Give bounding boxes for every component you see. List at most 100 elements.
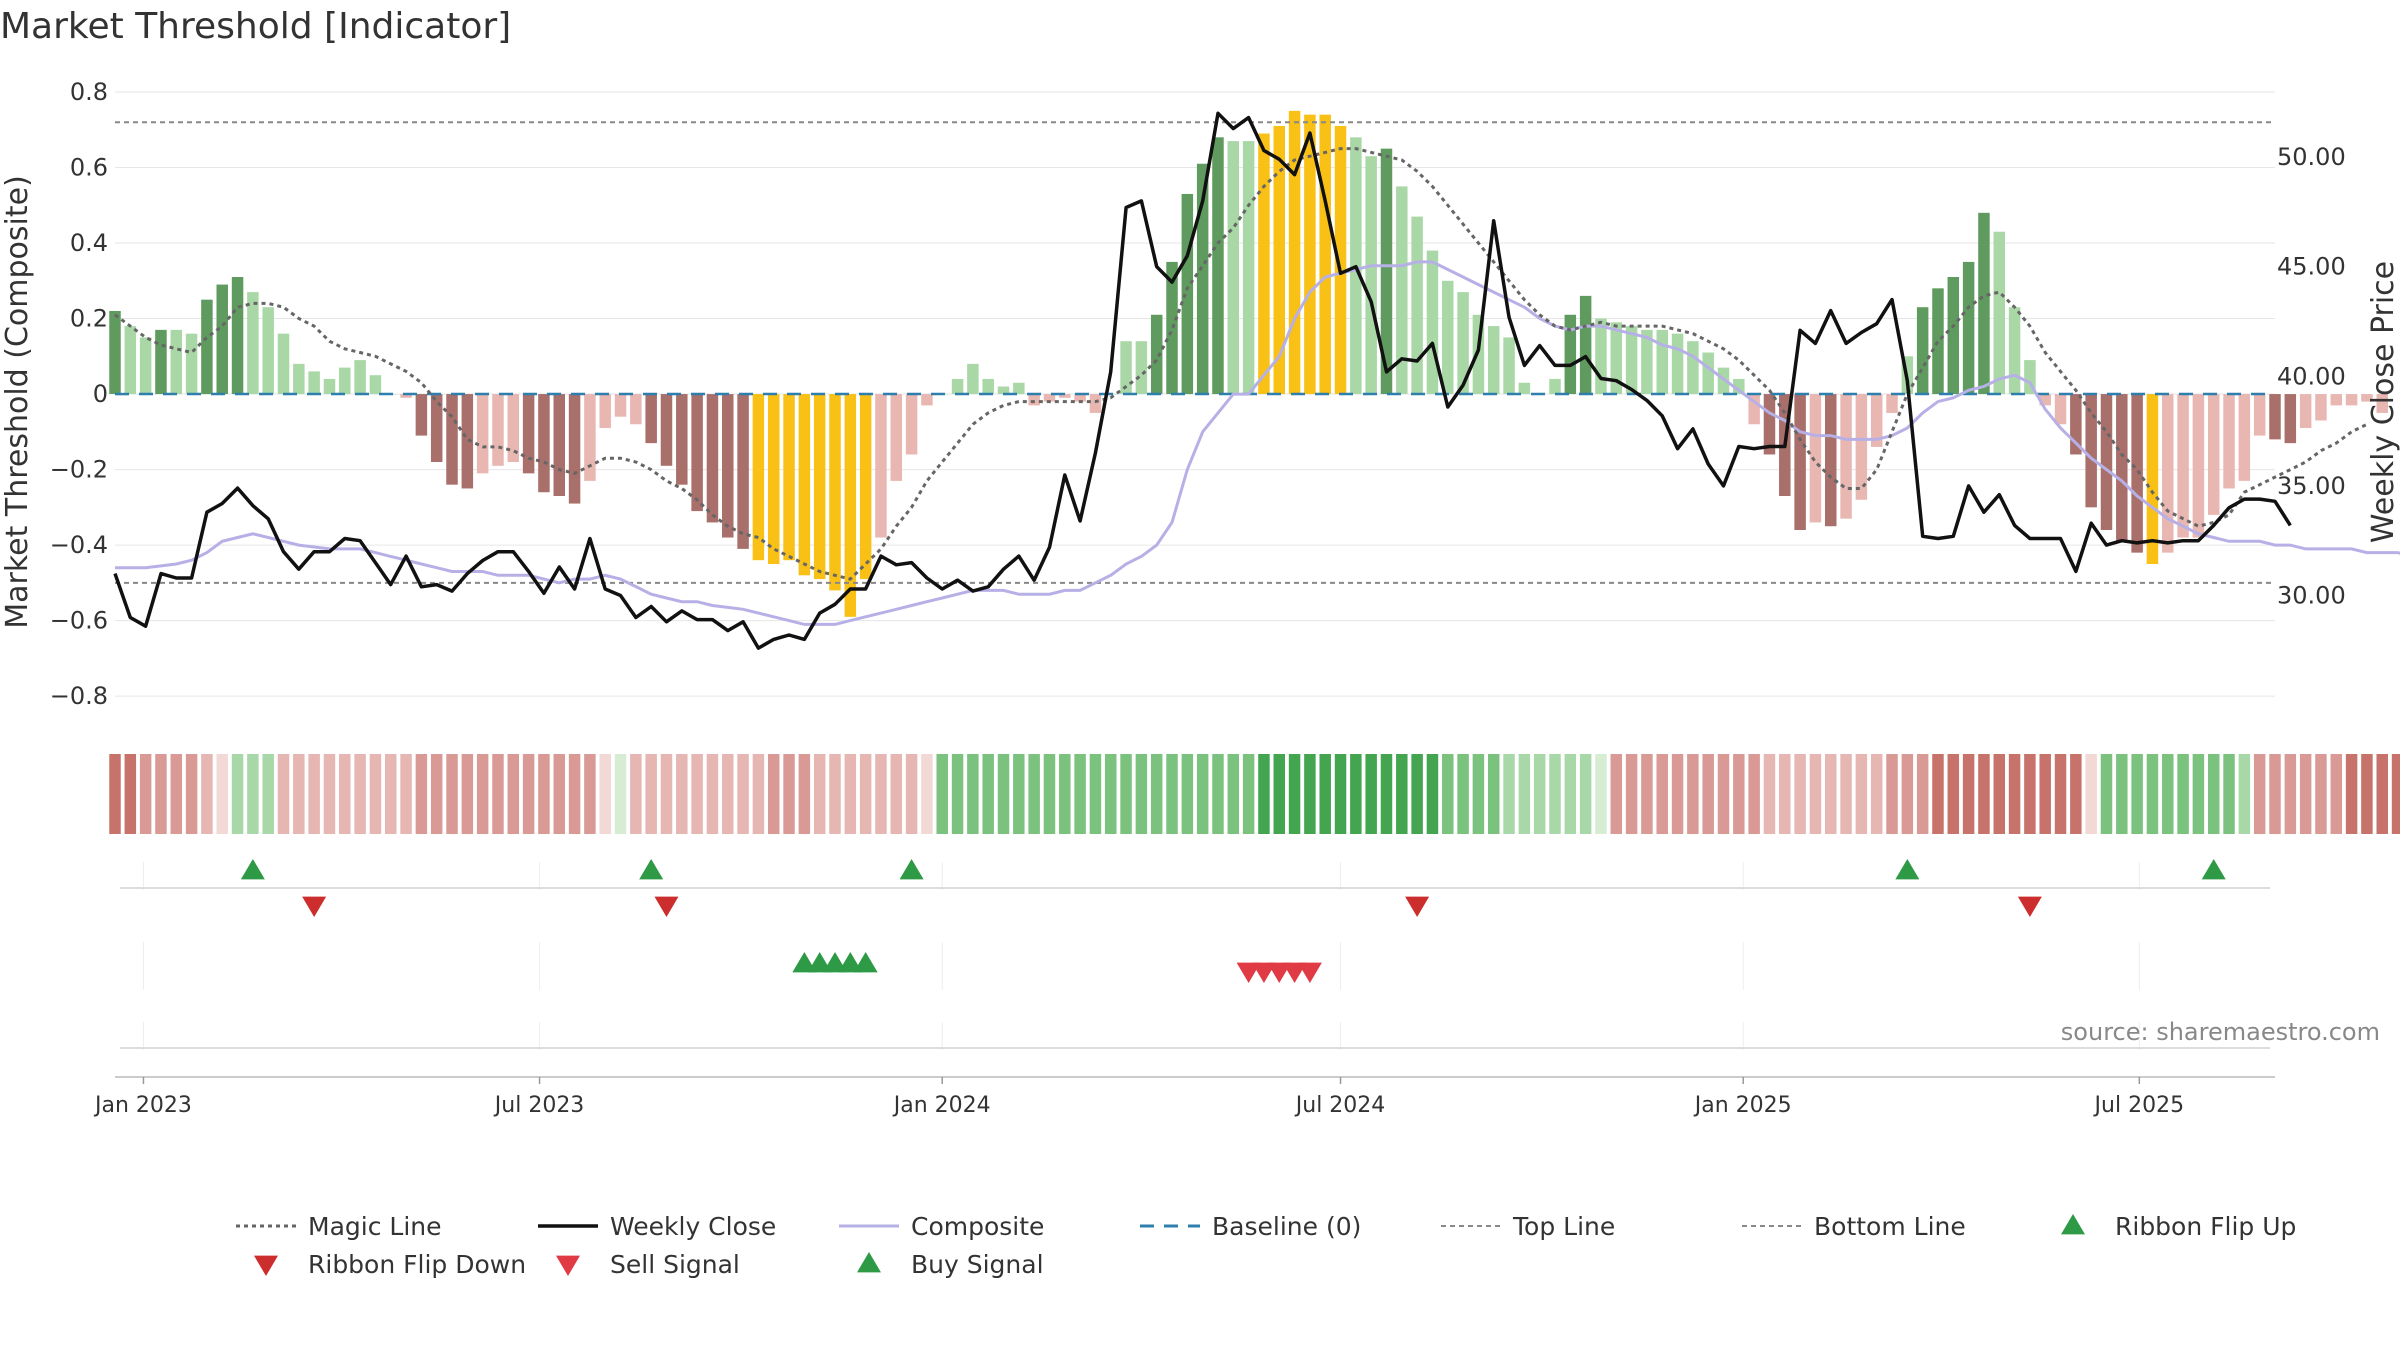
y-tick-label: 0 (93, 380, 108, 408)
composite-bar (1319, 114, 1331, 395)
ribbon-cell (1028, 754, 1040, 834)
composite-bar (1656, 329, 1668, 395)
ribbon-cell (1013, 754, 1025, 834)
y-tick-label: 0.8 (70, 78, 108, 106)
ribbon-cell (1334, 754, 1347, 834)
composite-bar (1411, 216, 1423, 395)
ribbon-cell (262, 754, 274, 834)
composite-bar (1518, 382, 1531, 395)
ribbon-cell (844, 754, 857, 834)
composite-bar (2162, 394, 2174, 553)
composite-bar (1212, 137, 1224, 395)
ribbon-flip-up-marker (639, 859, 664, 880)
composite-bar (1932, 288, 1944, 395)
ribbon-cell (752, 754, 765, 834)
legend-item-close: Weekly Close (538, 1212, 776, 1241)
buy-signal-marker (853, 952, 878, 973)
ribbon-cell (1503, 754, 1515, 834)
composite-bar (2207, 394, 2220, 515)
composite-bar (1579, 295, 1592, 395)
composite-bar (1503, 337, 1515, 395)
composite-bar (875, 394, 887, 538)
ribbon-cell (767, 754, 780, 834)
y-axis-ticks: 0.8 0.6 0.4 0.2 0 −0.2 −0.4 −0.6 −0.8 (50, 78, 108, 710)
composite-bar (369, 375, 382, 395)
ribbon-cell (1396, 754, 1408, 834)
legend-item-top: Top Line (1441, 1212, 1615, 1241)
composite-bar (844, 394, 857, 617)
composite-bar (476, 394, 489, 474)
series-lines (113, 111, 2400, 650)
composite-bar (1595, 318, 1607, 395)
composite-bar (1380, 148, 1393, 395)
ribbon-cell (1779, 754, 1791, 834)
ribbon-cell (1579, 754, 1592, 834)
buy-signal-marker (838, 952, 863, 973)
ribbon-cell (2238, 754, 2251, 834)
composite-bar (1288, 110, 1301, 395)
ribbon-cell (1962, 754, 1975, 834)
ribbon-cell (1089, 754, 1102, 834)
composite-bar (1472, 314, 1485, 395)
composite-bar (890, 394, 903, 481)
composite-bar (783, 394, 795, 561)
y-tick-label: −0.2 (50, 456, 108, 484)
ribbon-cell (1135, 754, 1148, 834)
ribbon-cell (507, 754, 520, 834)
composite-line (115, 260, 2400, 626)
ribbon-cell (1181, 754, 1194, 834)
composite-bar (1733, 378, 1745, 395)
composite-bar (185, 333, 198, 395)
ribbon-cell (1794, 754, 1806, 834)
ribbon-cell (890, 754, 903, 834)
x-axis-ticks: Jan 2023 Jul 2023 Jan 2024 Jul 2024 Jan 2025… (93, 1077, 2184, 1118)
ribbon-cell (2008, 754, 2021, 834)
legend-swatch (857, 1252, 881, 1273)
composite-bar (967, 363, 979, 395)
ribbon-cell (553, 754, 565, 834)
ribbon-cell (568, 754, 581, 834)
composite-bar (2284, 394, 2297, 444)
composite-bar (170, 329, 183, 395)
ribbon-flip-up-marker (240, 859, 265, 880)
ribbon-cell (2024, 754, 2036, 834)
ribbon-cell (1947, 754, 1960, 834)
composite-bar (1625, 326, 1638, 395)
composite-bar (1763, 394, 1776, 455)
composite-bar (752, 394, 765, 561)
ribbon-cell (2192, 754, 2205, 834)
chart-title: Market Threshold [Indicator] (0, 6, 511, 47)
composite-bar (461, 394, 474, 489)
composite-bar (614, 394, 627, 417)
legend-item-flip-up: Ribbon Flip Up (2061, 1212, 2296, 1241)
composite-bar (2024, 360, 2036, 395)
ribbon-cell (584, 754, 596, 834)
composite-bar (1916, 307, 1929, 395)
legend-label: Top Line (1512, 1212, 1615, 1241)
composite-bar (676, 394, 688, 485)
ribbon-cell (2299, 754, 2312, 834)
composite-bar (1304, 114, 1316, 395)
ribbon-cell (170, 754, 183, 834)
composite-bar (1610, 322, 1623, 395)
y-tick-label: 0.4 (70, 229, 108, 257)
composite-bar (706, 394, 719, 523)
legend-swatch (556, 1255, 580, 1276)
composite-bar (216, 284, 228, 395)
ribbon-flip-up-marker (1895, 859, 1920, 880)
ribbon-cell (722, 754, 734, 834)
x-tick-label: Jan 2023 (93, 1093, 192, 1118)
composite-bar (2085, 394, 2097, 508)
composite-bar (1166, 261, 1178, 395)
ribbon-cell (2207, 754, 2220, 834)
composite-bar (798, 394, 811, 576)
ribbon-cell (185, 754, 198, 834)
composite-bar (415, 394, 428, 436)
ribbon-cell (982, 754, 994, 834)
composite-bar (1074, 394, 1086, 402)
composite-bar (2361, 394, 2373, 402)
ribbon-cell (2162, 754, 2174, 834)
composite-bar (522, 394, 535, 474)
composite-bar (2376, 394, 2388, 413)
